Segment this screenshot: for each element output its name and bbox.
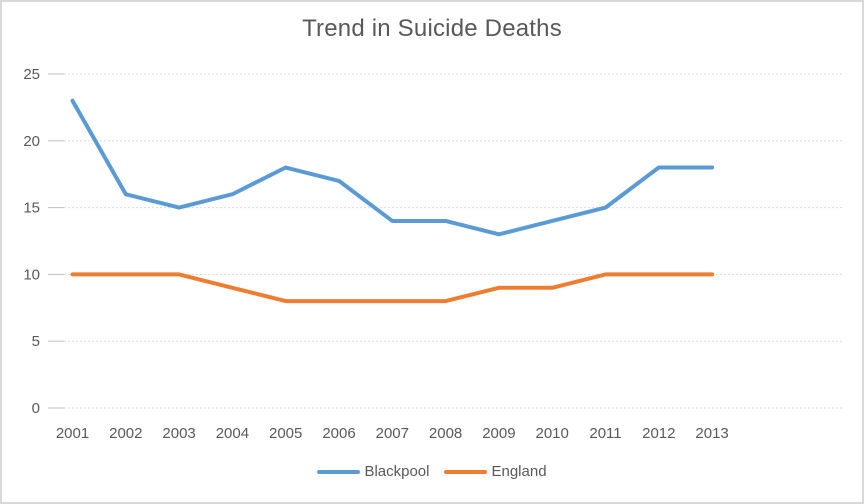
series-line-blackpool	[70, 98, 715, 237]
legend-item-blackpool: Blackpool	[317, 463, 429, 480]
x-axis-label: 2009	[482, 425, 515, 442]
y-axis-label: 20	[23, 133, 40, 150]
x-axis-label: 2002	[109, 425, 142, 442]
y-axis-label: 5	[32, 333, 40, 350]
y-axis-label: 15	[23, 200, 40, 217]
x-axis-label: 2001	[56, 425, 89, 442]
y-axis-label: 25	[23, 66, 40, 83]
x-axis-label: 2004	[216, 425, 249, 442]
x-axis-label: 2012	[642, 425, 675, 442]
legend-label-england: England	[491, 463, 547, 480]
legend-label-blackpool: Blackpool	[364, 463, 430, 480]
x-axis-label: 2013	[695, 425, 728, 442]
x-axis-label: 2006	[322, 425, 355, 442]
chart-title: Trend in Suicide Deaths	[302, 15, 562, 42]
x-axis-label: 2007	[376, 425, 409, 442]
series-line-england	[70, 272, 715, 304]
x-axis-label: 2005	[269, 425, 302, 442]
blackpool-line-swatch	[317, 469, 361, 474]
x-axis-label: 2011	[589, 425, 621, 442]
legend-item-england: England	[444, 463, 547, 480]
x-axis-label: 2010	[536, 425, 569, 442]
y-axis-label: 10	[23, 266, 40, 283]
x-axis-label: 2008	[429, 425, 462, 442]
y-axis-label: 0	[32, 400, 40, 417]
legend: Blackpool England	[2, 463, 862, 480]
x-axis-label: 2003	[162, 425, 195, 442]
england-line-swatch	[444, 469, 488, 474]
